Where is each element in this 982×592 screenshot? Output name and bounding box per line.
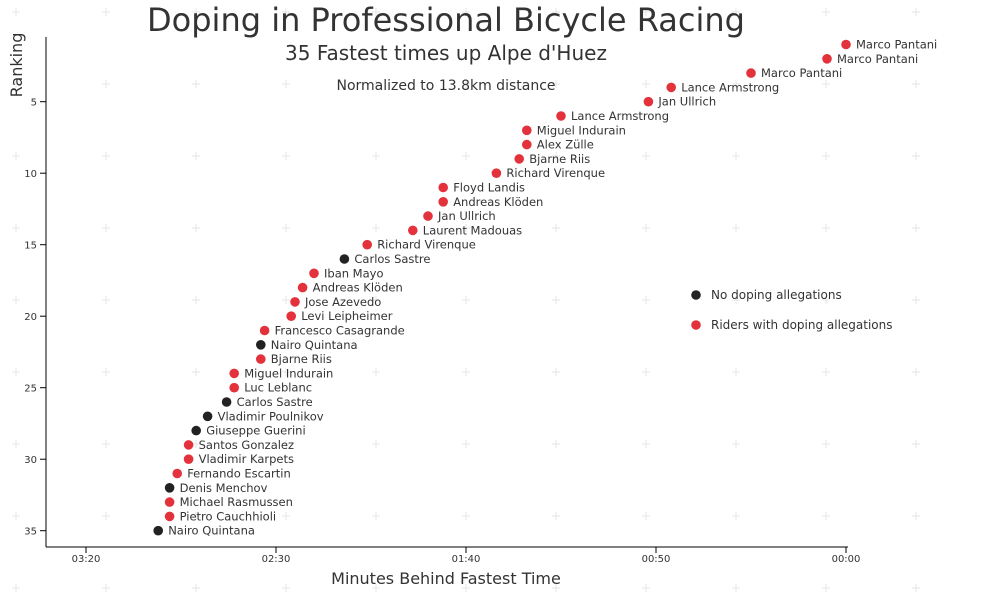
data-point[interactable] [255, 354, 266, 364]
data-point[interactable] [643, 96, 654, 107]
data-point[interactable] [164, 497, 175, 507]
point-label: Michael Rasmussen [180, 495, 293, 509]
point-label: Carlos Sastre [237, 395, 313, 409]
x-tick-label: 01:40 [452, 554, 481, 565]
data-point[interactable] [259, 325, 270, 336]
point-label: Lance Armstrong [571, 109, 669, 123]
y-tick-label: 35 [24, 527, 37, 538]
data-point[interactable] [408, 225, 418, 236]
point-label: Miguel Indurain [537, 123, 626, 137]
legend: No doping allegations Riders with doping … [691, 288, 893, 332]
legend-swatch [691, 320, 701, 330]
point-label: Denis Menchov [180, 481, 268, 495]
point-label: Jose Azevedo [304, 295, 381, 309]
data-point[interactable] [339, 254, 350, 264]
x-tick-label: 00:00 [832, 554, 861, 565]
y-axis-title: Ranking [7, 33, 26, 98]
point-label: Francesco Casagrande [275, 324, 405, 338]
data-point[interactable] [423, 211, 433, 221]
data-point[interactable] [522, 139, 532, 150]
point-label: Marco Pantani [856, 38, 937, 52]
point-label: Santos Gonzalez [199, 438, 294, 452]
point-label: Nairo Quintana [168, 524, 255, 538]
chart-annotation: Normalized to 13.8km distance [336, 78, 555, 94]
y-tick-label: 30 [24, 455, 37, 466]
point-label: Giuseppe Guerini [206, 424, 305, 438]
data-point[interactable] [514, 154, 524, 164]
x-axis: 03:20 02:30 01:40 00:50 00:00 [46, 546, 861, 565]
data-point[interactable] [229, 368, 239, 379]
y-tick-label: 15 [24, 241, 37, 252]
data-point[interactable] [297, 282, 308, 293]
point-label: Miguel Indurain [244, 366, 333, 380]
data-point[interactable] [822, 54, 832, 64]
point-label: Jan Ullrich [437, 209, 496, 223]
data-point[interactable] [229, 382, 239, 393]
data-point[interactable] [666, 82, 676, 93]
point-label: Jan Ullrich [657, 95, 716, 109]
data-point[interactable] [153, 525, 163, 536]
point-label: Richard Virenque [506, 166, 605, 180]
chart-title: Doping in Professional Bicycle Racing [147, 1, 745, 39]
data-point[interactable] [164, 511, 175, 522]
legend-label: No doping allegations [711, 288, 842, 302]
point-label: Bjarne Riis [529, 152, 590, 166]
point-label: Iban Mayo [324, 266, 384, 280]
data-point[interactable] [286, 311, 297, 322]
point-label: Pietro Cauchhioli [180, 509, 277, 523]
legend-swatch [691, 290, 701, 300]
point-label: Nairo Quintana [271, 338, 358, 352]
y-tick-label: 10 [24, 169, 37, 180]
data-point[interactable] [556, 111, 566, 121]
y-axis: 5 10 15 20 25 30 35 [24, 37, 47, 547]
point-label: Vladimir Poulnikov [218, 409, 324, 423]
point-label: Floyd Landis [453, 181, 525, 195]
data-point[interactable] [191, 425, 201, 436]
x-tick-label: 00:50 [642, 554, 671, 565]
data-point[interactable] [491, 168, 502, 178]
point-label: Marco Pantani [761, 66, 842, 80]
point-label: Marco Pantani [837, 52, 918, 66]
data-point[interactable] [164, 483, 175, 493]
point-label: Andreas Klöden [453, 195, 543, 209]
point-label: Richard Virenque [377, 238, 476, 252]
point-label: Vladimir Karpets [199, 452, 294, 466]
x-tick-label: 02:30 [262, 554, 291, 565]
data-point[interactable] [183, 454, 194, 465]
point-label: Bjarne Riis [271, 352, 332, 366]
data-point[interactable] [438, 197, 449, 207]
point-label: Andreas Klöden [313, 281, 403, 295]
point-label: Carlos Sastre [354, 252, 430, 266]
data-point[interactable] [841, 39, 851, 50]
point-label: Lance Armstrong [681, 80, 779, 94]
point-label: Levi Leipheimer [301, 309, 393, 323]
data-point[interactable] [255, 340, 266, 350]
x-axis-title: Minutes Behind Fastest Time [331, 569, 561, 588]
data-point[interactable] [309, 268, 319, 279]
chart-subtitle: 35 Fastest times up Alpe d'Huez [285, 41, 607, 65]
y-tick-label: 20 [24, 312, 37, 323]
point-label: Fernando Escartin [187, 467, 291, 481]
data-point[interactable] [362, 239, 373, 250]
y-tick-label: 25 [24, 384, 37, 395]
grid-markers [12, 8, 920, 592]
data-point[interactable] [202, 411, 213, 422]
legend-label: Riders with doping allegations [711, 318, 893, 332]
data-point[interactable] [172, 468, 182, 479]
data-point[interactable] [221, 397, 232, 407]
x-tick-label: 03:20 [72, 554, 101, 565]
point-label: Luc Leblanc [244, 381, 312, 395]
data-point[interactable] [522, 125, 532, 136]
data-point[interactable] [746, 68, 756, 78]
point-label: Alex Zülle [537, 138, 594, 152]
data-point[interactable] [438, 182, 449, 193]
point-label: Laurent Madouas [423, 223, 522, 237]
y-tick-label: 5 [31, 98, 37, 109]
data-point[interactable] [183, 440, 194, 450]
data-point[interactable] [290, 297, 300, 307]
